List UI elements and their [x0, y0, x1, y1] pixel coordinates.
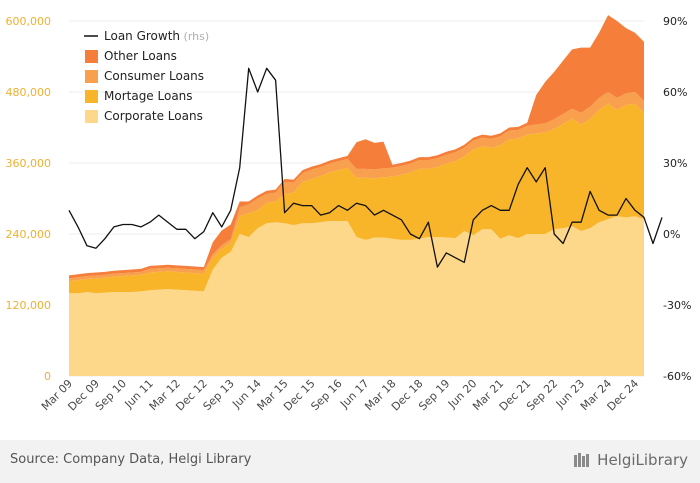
right-axis: -60% -30% 0% 30% 60% 90% — [663, 15, 691, 383]
legend-label: Loan Growth (rhs) — [104, 29, 209, 43]
left-tick-label: 240,000 — [6, 228, 52, 241]
left-axis: 0 120,000 240,000 360,000 480,000 600,000 — [6, 15, 52, 383]
right-tick-label: -30% — [663, 299, 691, 312]
legend-label: Consumer Loans — [104, 69, 204, 83]
footer: Source: Company Data, Helgi Library Helg… — [0, 440, 700, 483]
legend-label: Other Loans — [104, 49, 177, 63]
chart-canvas: 0 120,000 240,000 360,000 480,000 600,000 -60… — [6, 15, 692, 414]
left-tick-label: 120,000 — [6, 299, 52, 312]
area-consumer-loans — [69, 92, 644, 282]
library-icon — [574, 453, 590, 467]
left-tick-label: 0 — [44, 370, 51, 383]
left-tick-label: 480,000 — [6, 86, 52, 99]
legend-label: Corporate Loans — [104, 109, 203, 123]
legend-note: (rhs) — [180, 30, 209, 43]
legend: Loan Growth (rhs) Other Loans Consumer Loa… — [84, 29, 209, 123]
stacked-areas — [69, 15, 644, 376]
source-note: Source: Company Data, Helgi Library — [10, 452, 252, 467]
legend-swatch — [85, 90, 98, 103]
right-tick-label: 0% — [663, 228, 680, 241]
left-tick-label: 360,000 — [6, 157, 52, 170]
left-tick-label: 600,000 — [6, 15, 52, 28]
right-tick-label: 60% — [663, 86, 687, 99]
brand-logo: HelgiLibrary — [573, 451, 688, 469]
brand-name: HelgiLibrary — [597, 451, 688, 469]
right-tick-label: -60% — [663, 370, 691, 383]
legend-swatch — [85, 70, 98, 83]
loan-growth-line — [68, 67, 663, 268]
loan-growth-line-layer — [68, 67, 663, 268]
right-tick-label: 30% — [663, 157, 687, 170]
area-mortage-loans — [69, 103, 644, 294]
area-other-loans — [69, 15, 644, 279]
legend-swatch — [85, 110, 98, 123]
area-corporate-loans — [69, 216, 644, 376]
legend-label: Mortage Loans — [104, 89, 193, 103]
right-tick-label: 90% — [663, 15, 687, 28]
legend-swatch — [85, 50, 98, 63]
